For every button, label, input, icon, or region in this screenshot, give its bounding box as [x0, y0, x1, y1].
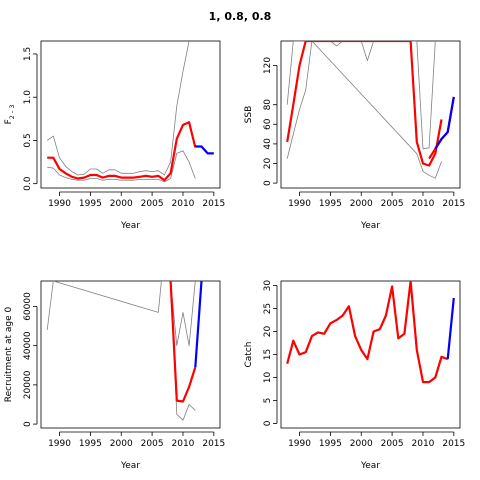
x-tick-label: 2005 — [141, 439, 164, 449]
x-tick-label: 2015 — [442, 439, 465, 449]
series-line-estimate — [47, 121, 197, 182]
x-tick-label: 2005 — [141, 199, 164, 209]
series-line-upper — [46, 41, 190, 176]
y-tick-label: 0 — [263, 420, 273, 426]
series-line-estimate — [428, 96, 455, 160]
y-tick-label: 1.0 — [23, 90, 33, 105]
x-tick-label: 2000 — [110, 439, 133, 449]
series-line-forecast — [434, 96, 455, 150]
y-tick-label: 10 — [263, 371, 273, 383]
y-tick-label: 0.0 — [23, 176, 33, 191]
y-axis-label: F2 – 3 — [4, 105, 16, 125]
x-tick-label: 1995 — [319, 199, 342, 209]
y-axis-label: Catch — [244, 342, 254, 368]
series-line-lower — [47, 150, 196, 183]
x-tick-label: 2000 — [110, 199, 133, 209]
y-tick-label: 25 — [263, 303, 273, 314]
plot-frame — [40, 280, 221, 429]
panel-fishing-mortality: 1990 1995 2000 2005 2010 2015 Year 0.0 0.5 1.0 1.5… — [4, 40, 225, 231]
plot-frame — [280, 40, 461, 189]
plot-frame — [40, 40, 221, 189]
y-tick-label: 80 — [263, 99, 273, 111]
x-axis-label: Year — [120, 221, 140, 231]
x-tick-label: 1995 — [319, 439, 342, 449]
y-tick-label: 20 — [263, 158, 273, 170]
y-axis-label-subscript: 2 – 3 — [9, 105, 16, 120]
x-tick-label: 2010 — [412, 439, 435, 449]
y-tick-label: 120 — [263, 57, 273, 74]
panel-recruitment: 1990 1995 2000 2005 2010 2015 Year 0 20000 40000 6… — [4, 280, 225, 471]
y-tick-label: 60 — [263, 118, 273, 130]
x-tick-label: 2005 — [381, 199, 404, 209]
x-tick-label: 2000 — [350, 199, 373, 209]
y-tick-label: 20000 — [23, 370, 33, 399]
x-tick-label: 1995 — [79, 439, 102, 449]
y-tick-label: 60000 — [23, 292, 33, 321]
series-line-estimate — [286, 41, 443, 167]
series-line-estimate — [286, 281, 449, 384]
x-tick-label: 2005 — [381, 439, 404, 449]
y-tick-label: 0.5 — [23, 133, 33, 147]
panel-catch: 1990 1995 2000 2005 2010 2015 Year 0 5 10 15 20 25 30… — [244, 280, 465, 471]
y-tick-label: 15 — [263, 349, 273, 360]
series-line-forecast — [194, 281, 203, 368]
series-line-upper — [46, 281, 196, 347]
x-tick-label: 2015 — [442, 199, 465, 209]
x-tick-label: 2000 — [350, 439, 373, 449]
x-tick-label: 1990 — [48, 199, 71, 209]
x-axis-label: Year — [360, 461, 380, 471]
plot-frame — [280, 280, 461, 429]
x-axis-label: Year — [360, 221, 380, 231]
series-line-forecast — [195, 145, 214, 155]
x-tick-label: 2015 — [202, 199, 225, 209]
x-tick-label: 2010 — [172, 439, 195, 449]
x-tick-label: 2015 — [202, 439, 225, 449]
y-tick-label: 0 — [23, 421, 33, 427]
series-line-forecast — [446, 297, 455, 360]
y-tick-label: 30 — [263, 280, 273, 292]
y-axis-label: SSB — [244, 106, 254, 124]
series-line-estimate — [169, 281, 197, 403]
y-tick-label: 40000 — [23, 331, 33, 360]
y-tick-label: 20 — [263, 326, 273, 338]
x-tick-label: 1990 — [288, 199, 311, 209]
x-tick-label: 1990 — [48, 439, 71, 449]
x-tick-label: 2010 — [412, 199, 435, 209]
x-tick-label: 2010 — [172, 199, 195, 209]
y-tick-label: 40 — [263, 138, 273, 150]
panel-ssb: 1990 1995 2000 2005 2010 2015 Year 0 20 40 60 80 120… — [244, 40, 465, 231]
y-axis-label: Recruitment at age 0 — [4, 307, 14, 403]
x-tick-label: 1995 — [79, 199, 102, 209]
y-tick-label: 0 — [263, 180, 273, 186]
y-tick-label: 5 — [263, 398, 273, 404]
x-tick-label: 1990 — [288, 439, 311, 449]
figure-title: 1, 0.8, 0.8 — [209, 10, 272, 23]
y-tick-label: 1.5 — [23, 47, 33, 61]
series-line-lower — [286, 41, 442, 179]
x-axis-label: Year — [120, 461, 140, 471]
